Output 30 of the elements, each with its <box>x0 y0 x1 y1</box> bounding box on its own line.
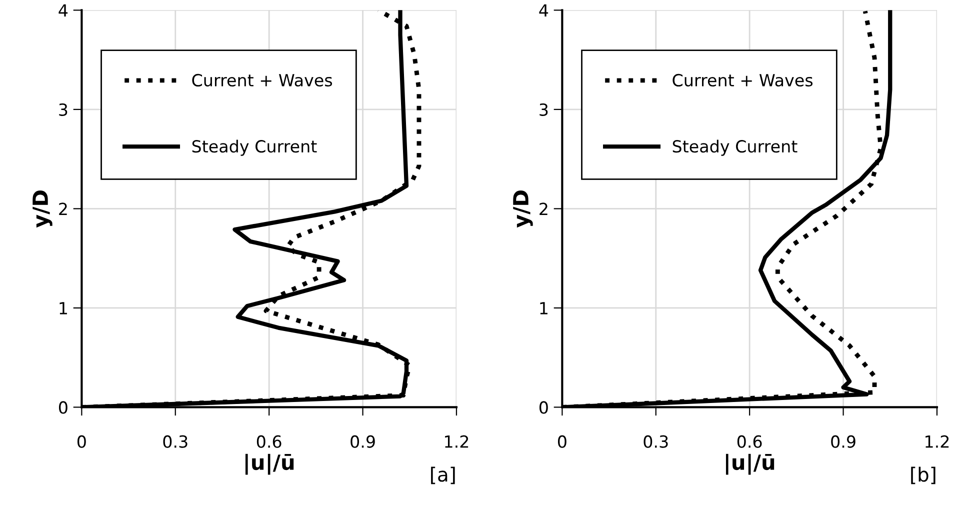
y-axis-title: y/D <box>32 190 52 228</box>
x-tick-label: 0.9 <box>350 435 375 448</box>
x-tick-label: 0.3 <box>644 435 668 448</box>
y-tick-label: 0 <box>58 401 68 414</box>
y-tick-label: 3 <box>540 103 548 116</box>
x-axis-title: |u|/ū <box>245 454 294 475</box>
legend-label: Steady Current <box>672 140 798 156</box>
x-tick-label: 0 <box>558 435 566 448</box>
x-tick-label: 0.6 <box>737 435 762 448</box>
legend-label: Current + Waves <box>672 74 813 87</box>
y-tick-label: 1 <box>540 302 548 314</box>
x-axis-title: |u|/ū <box>726 454 774 475</box>
x-tick-label: 1.2 <box>445 435 468 448</box>
y-tick-label: 4 <box>539 4 548 17</box>
x-tick-label: 0.9 <box>831 435 856 448</box>
y-tick-label: 2 <box>540 202 548 216</box>
y-tick-label: 4 <box>58 4 68 17</box>
legend-label: Steady Current <box>192 140 317 156</box>
y-tick-label: 2 <box>59 202 67 216</box>
y-tick-label: 0 <box>539 401 548 414</box>
y-tick-label: 3 <box>59 103 68 116</box>
y-axis-title: y/D <box>513 190 533 228</box>
text: [b] <box>911 466 936 484</box>
y-tick-label: 1 <box>60 302 67 314</box>
legend-label: Current + Waves <box>192 74 332 87</box>
x-tick-label: 1.2 <box>926 435 949 448</box>
x-tick-label: 0.6 <box>256 435 282 448</box>
text: [a] <box>431 466 455 484</box>
x-tick-label: 0 <box>77 435 86 448</box>
x-tick-label: 0.3 <box>163 435 188 448</box>
